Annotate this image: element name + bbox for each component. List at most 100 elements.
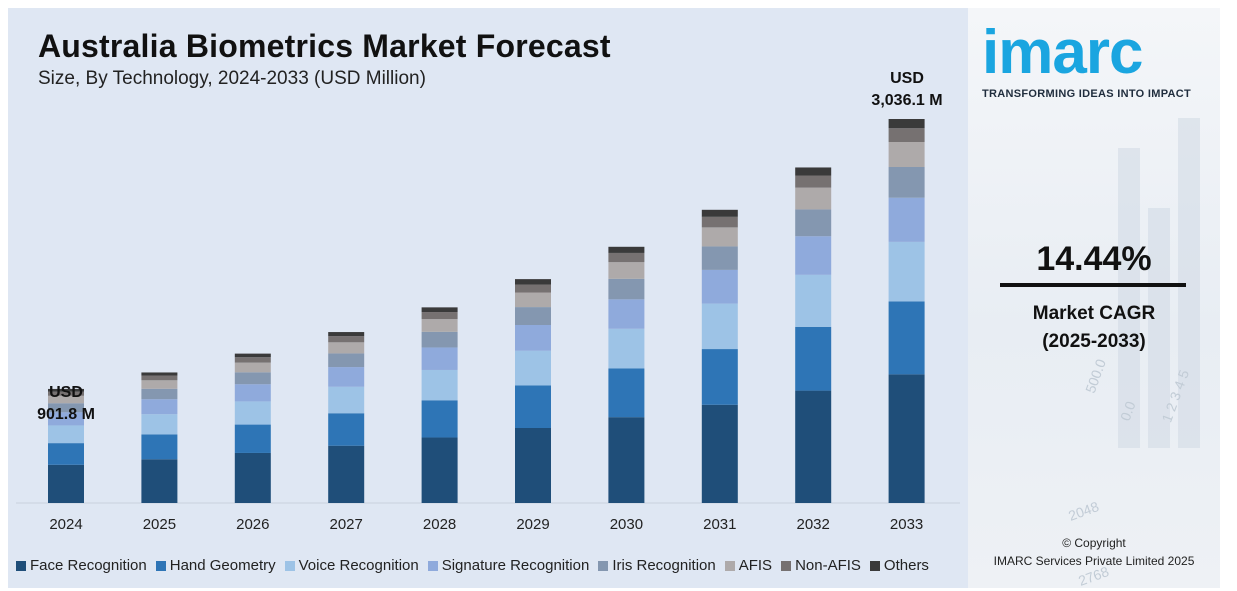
bar-segment bbox=[701, 216, 738, 228]
legend-label: Iris Recognition bbox=[612, 557, 716, 574]
bars-layer bbox=[48, 119, 925, 503]
x-tick-label: 2033 bbox=[890, 516, 923, 533]
bar-segment bbox=[48, 391, 84, 396]
bar-segment bbox=[234, 401, 271, 425]
bar-segment bbox=[515, 350, 551, 386]
legend-label: Non-AFIS bbox=[795, 557, 861, 574]
bar-segment bbox=[48, 443, 84, 465]
bar-segment bbox=[608, 368, 645, 418]
bar-segment bbox=[795, 236, 832, 275]
copyright-line1: © Copyright bbox=[1062, 536, 1126, 550]
bar-segment bbox=[234, 372, 271, 385]
bar-segment bbox=[328, 413, 365, 446]
cagr-divider bbox=[1000, 283, 1186, 287]
legend-label: Face Recognition bbox=[30, 557, 147, 574]
x-tick-label: 2032 bbox=[797, 516, 830, 533]
bar-segment bbox=[421, 312, 458, 320]
bar-segment bbox=[795, 326, 832, 391]
side-panel: 500.0 0.0 1 2 3 4 5 2048 2768 imarc TRAN… bbox=[968, 8, 1220, 588]
bar-segment bbox=[795, 167, 832, 176]
bar-segment bbox=[421, 331, 458, 348]
bar-segment bbox=[701, 349, 738, 405]
bar-stack-2028 bbox=[421, 307, 458, 503]
x-tick-label: 2029 bbox=[516, 516, 549, 533]
bar-segment bbox=[234, 362, 271, 373]
bar-stack-2026 bbox=[234, 353, 271, 503]
bar-segment bbox=[608, 417, 645, 503]
bar-segment bbox=[141, 414, 178, 435]
chart-subtitle: Size, By Technology, 2024-2033 (USD Mill… bbox=[38, 68, 426, 89]
cagr-label-line2: (2025-2033) bbox=[1042, 331, 1146, 352]
x-tick-label: 2030 bbox=[610, 516, 643, 533]
bar-segment bbox=[141, 380, 178, 389]
bar-stack-2024 bbox=[48, 388, 84, 503]
legend-swatch bbox=[284, 560, 295, 571]
decor-bar bbox=[1178, 118, 1200, 448]
decor-bar bbox=[1148, 208, 1170, 448]
bar-segment bbox=[888, 142, 925, 167]
bar-segment bbox=[608, 299, 645, 329]
bar-segment bbox=[888, 197, 925, 242]
cagr-label: Market CAGR (2025-2033) bbox=[968, 300, 1220, 356]
bar-segment bbox=[328, 445, 365, 503]
legend-swatch bbox=[16, 560, 26, 571]
legend-item: Others bbox=[869, 557, 929, 574]
x-tick-labels: 2024 2025 2026 2027 2028 2029 2030 2031 2032 2033 bbox=[49, 516, 923, 533]
logo-wordmark: imarc bbox=[982, 18, 1143, 87]
bar-stack-2031 bbox=[701, 209, 738, 503]
bar-segment bbox=[515, 284, 551, 293]
bar-segment bbox=[888, 166, 925, 198]
bar-segment bbox=[421, 347, 458, 370]
bar-segment bbox=[421, 400, 458, 438]
bar-segment bbox=[701, 269, 738, 304]
bar-segment bbox=[701, 246, 738, 270]
bar-segment bbox=[328, 386, 365, 414]
x-tick-label: 2031 bbox=[703, 516, 736, 533]
bar-segment bbox=[141, 372, 178, 376]
legend-item: Face Recognition bbox=[16, 557, 147, 574]
bar-segment bbox=[888, 119, 925, 129]
x-tick-label: 2025 bbox=[143, 516, 176, 533]
bar-segment bbox=[795, 274, 832, 327]
end-annotation-unit: USD bbox=[890, 70, 924, 87]
legend-label: Hand Geometry bbox=[169, 557, 276, 574]
decor-number: 2048 bbox=[1066, 498, 1101, 524]
end-annotation-value: 3,036.1 M bbox=[871, 92, 942, 109]
bar-segment bbox=[888, 241, 925, 302]
bar-segment bbox=[795, 390, 832, 503]
bar-segment bbox=[421, 319, 458, 332]
bar-segment bbox=[48, 464, 84, 503]
bar-segment bbox=[328, 332, 365, 337]
bar-stack-2033 bbox=[888, 119, 925, 503]
chart-panel: Australia Biometrics Market Forecast Siz… bbox=[8, 8, 968, 588]
bar-stack-2025 bbox=[141, 372, 178, 503]
chart-title: Australia Biometrics Market Forecast bbox=[38, 28, 611, 64]
copyright-line2: IMARC Services Private Limited 2025 bbox=[993, 554, 1195, 568]
bar-segment bbox=[328, 353, 365, 368]
bar-stack-2027 bbox=[328, 332, 365, 503]
bar-segment bbox=[608, 328, 645, 369]
bar-segment bbox=[515, 292, 551, 308]
legend-label: AFIS bbox=[738, 557, 773, 574]
legend-swatch bbox=[724, 560, 735, 571]
legend-swatch bbox=[781, 560, 792, 571]
bar-segment bbox=[888, 128, 925, 143]
bar-segment bbox=[141, 399, 178, 415]
bar-segment bbox=[421, 437, 458, 503]
bar-segment bbox=[515, 307, 551, 326]
bar-segment bbox=[515, 385, 551, 428]
legend-item: Signature Recognition bbox=[427, 557, 589, 574]
bar-segment bbox=[328, 342, 365, 354]
bar-segment bbox=[701, 227, 738, 247]
bar-segment bbox=[48, 403, 84, 413]
x-tick-label: 2024 bbox=[49, 516, 82, 533]
bar-segment bbox=[48, 425, 84, 444]
decor-number: 500.0 bbox=[1082, 356, 1110, 396]
bar-segment bbox=[141, 434, 178, 460]
legend-item: Hand Geometry bbox=[155, 557, 276, 574]
bar-segment bbox=[141, 388, 178, 400]
bar-segment bbox=[234, 353, 271, 358]
bar-segment bbox=[48, 412, 84, 426]
bar-segment bbox=[515, 325, 551, 351]
bar-segment bbox=[48, 388, 84, 392]
